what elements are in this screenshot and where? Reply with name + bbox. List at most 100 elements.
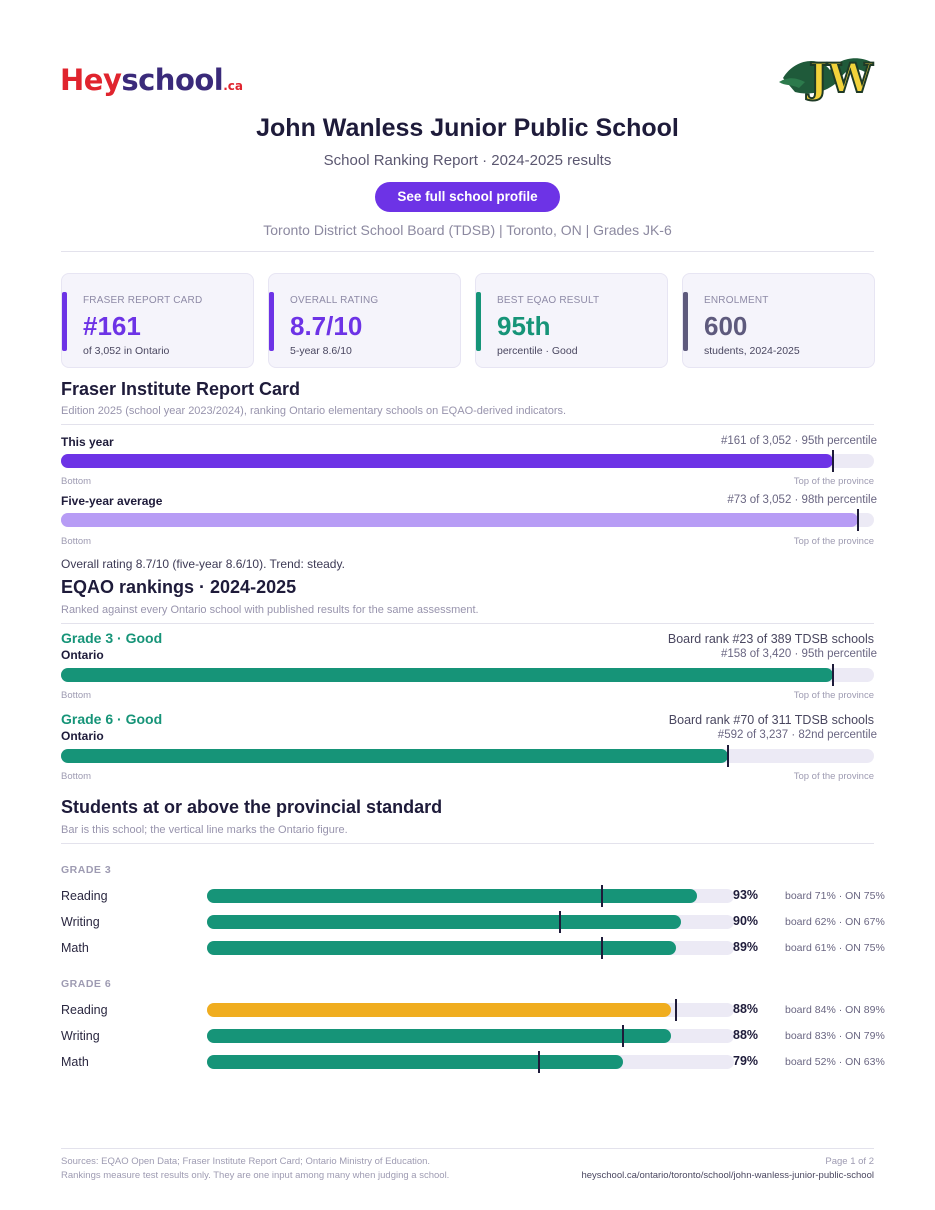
subject-comparison: board 61% · ON 75% (785, 942, 885, 954)
card-accent (476, 292, 481, 351)
ontario-marker (601, 885, 604, 907)
eqao-board-rank: Board rank #23 of 389 TDSB schools (667, 632, 874, 646)
card-label: OVERALL RATING (290, 295, 379, 306)
subject-bar-fill (207, 915, 682, 929)
footer-sources: Sources: EQAO Open Data; Fraser Institut… (61, 1156, 431, 1167)
card-accent (683, 292, 688, 351)
card-best-eqao: BEST EQAO RESULT 95th percentile · Good (475, 273, 668, 368)
eqao-scope: Ontario (61, 729, 104, 743)
subject-bar (207, 1025, 734, 1047)
ontario-marker (601, 937, 604, 959)
subject-label: Math (61, 941, 89, 955)
subject-bar (207, 1051, 734, 1073)
card-label: ENROLMENT (704, 295, 769, 306)
subject-comparison: board 71% · ON 75% (785, 890, 885, 902)
subject-bar (207, 885, 734, 907)
bar-marker (832, 664, 835, 686)
divider (61, 251, 874, 252)
subject-percent: 88% (733, 1002, 759, 1016)
school-crest-icon: JW (779, 54, 875, 103)
see-full-profile-button[interactable]: See full school profile (375, 182, 560, 212)
scale-bottom-label: Bottom (61, 536, 92, 547)
fraser-row-label: Five-year average (61, 494, 163, 508)
subject-comparison: board 84% · ON 89% (785, 1004, 885, 1016)
subject-percent: 88% (733, 1028, 759, 1042)
scale-top-label: Top of the province (793, 536, 874, 547)
subject-comparison: board 83% · ON 79% (785, 1030, 885, 1042)
subject-label: Reading (61, 1003, 108, 1017)
subject-percent: 93% (733, 888, 759, 902)
eqao-note: Ranked against every Ontario school with… (61, 604, 479, 616)
subject-percent: 90% (733, 914, 759, 928)
fraser-bar-five-year (61, 509, 874, 531)
ontario-marker (559, 911, 562, 933)
card-sub: 5-year 8.6/10 (290, 345, 352, 357)
subject-bar-fill (207, 941, 677, 955)
fraser-row-rank: #73 of 3,052 · 98th percentile (727, 494, 877, 506)
subject-bar-fill (207, 1003, 671, 1017)
eqao-rank: #158 of 3,420 · 95th percentile (720, 648, 877, 660)
ontario-marker (622, 1025, 625, 1047)
subject-label: Writing (61, 1029, 100, 1043)
subject-percent: 79% (733, 1054, 759, 1068)
bar-fill (61, 454, 834, 468)
eqao-scope: Ontario (61, 648, 104, 662)
school-meta: Toronto District School Board (TDSB) | T… (263, 222, 672, 238)
subject-bar (207, 937, 734, 959)
subject-comparison: board 62% · ON 67% (785, 916, 885, 928)
standard-note: Bar is this school; the vertical line ma… (61, 824, 348, 836)
fraser-title: Fraser Institute Report Card (61, 379, 301, 399)
subject-bar (207, 999, 734, 1021)
ontario-marker (675, 999, 678, 1021)
fraser-summary: Overall rating 8.7/10 (five-year 8.6/10)… (61, 557, 345, 571)
fraser-row-label: This year (61, 435, 114, 449)
bar-marker (726, 745, 729, 767)
subject-bar-fill (207, 1055, 624, 1069)
page-title: John Wanless Junior Public School (256, 114, 679, 142)
eqao-board-rank: Board rank #70 of 311 TDSB schools (668, 713, 874, 727)
eqao-grade-label: Grade 3 · Good (61, 630, 163, 646)
card-label: BEST EQAO RESULT (497, 295, 600, 306)
footer-divider (61, 1148, 874, 1149)
logo-hey: Hey (60, 63, 122, 97)
scale-top-label: Top of the province (793, 771, 874, 782)
card-label: FRASER REPORT CARD (83, 295, 203, 306)
card-value: 95th (497, 311, 551, 341)
scale-top-label: Top of the province (793, 690, 874, 701)
bar-fill (61, 668, 834, 682)
eqao-grade-label: Grade 6 · Good (61, 711, 163, 727)
standard-group-label: GRADE 3 (61, 864, 112, 876)
card-overall-rating: OVERALL RATING 8.7/10 5-year 8.6/10 (268, 273, 461, 368)
logo-ca: .ca (223, 79, 244, 93)
card-sub: percentile · Good (497, 345, 578, 357)
footer-url[interactable]: heyschool.ca/ontario/toronto/school/john… (581, 1170, 874, 1181)
ontario-marker (538, 1051, 540, 1073)
bar-marker (856, 509, 859, 531)
subject-percent: 89% (733, 940, 759, 954)
subject-bar-fill (207, 1029, 671, 1043)
bar-marker (832, 450, 835, 472)
standard-title: Students at or above the provincial stan… (61, 797, 443, 817)
standard-group-label: GRADE 6 (61, 978, 112, 990)
subject-bar-fill (207, 889, 698, 903)
heyschool-logo[interactable]: Heyschool.ca (60, 60, 244, 100)
subject-label: Reading (61, 889, 108, 903)
footer-page: Page 1 of 2 (825, 1156, 874, 1167)
fraser-bar-this-year (61, 450, 874, 472)
subject-label: Writing (61, 915, 100, 929)
crest-letters: JW (806, 55, 874, 102)
fraser-note: Edition 2025 (school year 2023/2024), ra… (61, 405, 567, 417)
card-value: 600 (704, 311, 748, 341)
card-sub: students, 2024-2025 (704, 345, 800, 357)
card-value: 8.7/10 (290, 311, 363, 341)
scale-bottom-label: Bottom (61, 476, 92, 487)
card-accent (269, 292, 274, 351)
card-enrolment: ENROLMENT 600 students, 2024-2025 (682, 273, 875, 368)
subject-label: Math (61, 1055, 89, 1069)
footer-disclaimer: Rankings measure test results only. They… (61, 1170, 450, 1181)
card-accent (62, 292, 67, 351)
scale-top-label: Top of the province (793, 476, 874, 487)
card-sub: of 3,052 in Ontario (83, 345, 170, 357)
card-value: #161 (83, 311, 141, 341)
card-fraser-report: FRASER REPORT CARD #161 of 3,052 in Onta… (61, 273, 254, 368)
